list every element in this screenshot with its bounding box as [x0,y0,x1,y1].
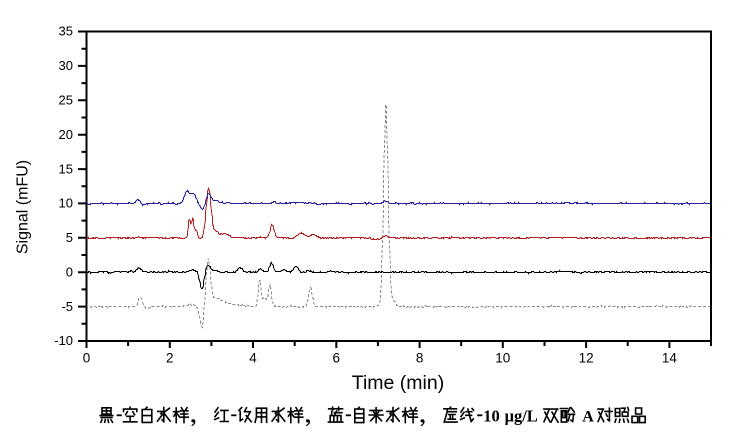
svg-text:10: 10 [495,351,510,366]
svg-text:30: 30 [59,58,73,73]
svg-text:-10: -10 [54,333,73,348]
svg-text:20: 20 [59,127,73,142]
svg-text:35: 35 [59,24,73,39]
svg-text:0: 0 [83,351,91,366]
svg-text:μg/L: μg/L [505,406,538,425]
svg-text:8: 8 [416,351,424,366]
svg-text:10: 10 [59,196,73,211]
svg-text:0: 0 [66,264,73,279]
svg-text:12: 12 [579,351,594,366]
svg-text:-5: -5 [61,299,73,314]
svg-text:15: 15 [59,161,73,176]
svg-text:Signal (mFU): Signal (mFU) [15,160,32,254]
svg-text:10: 10 [483,406,500,425]
svg-text:Time (min): Time (min) [352,372,444,394]
svg-text:14: 14 [662,351,678,366]
svg-text:6: 6 [333,351,341,366]
svg-text:25: 25 [59,93,73,108]
svg-text:A: A [582,408,594,425]
svg-text:5: 5 [66,230,73,245]
svg-text:2: 2 [166,351,174,366]
svg-text:4: 4 [249,351,257,366]
